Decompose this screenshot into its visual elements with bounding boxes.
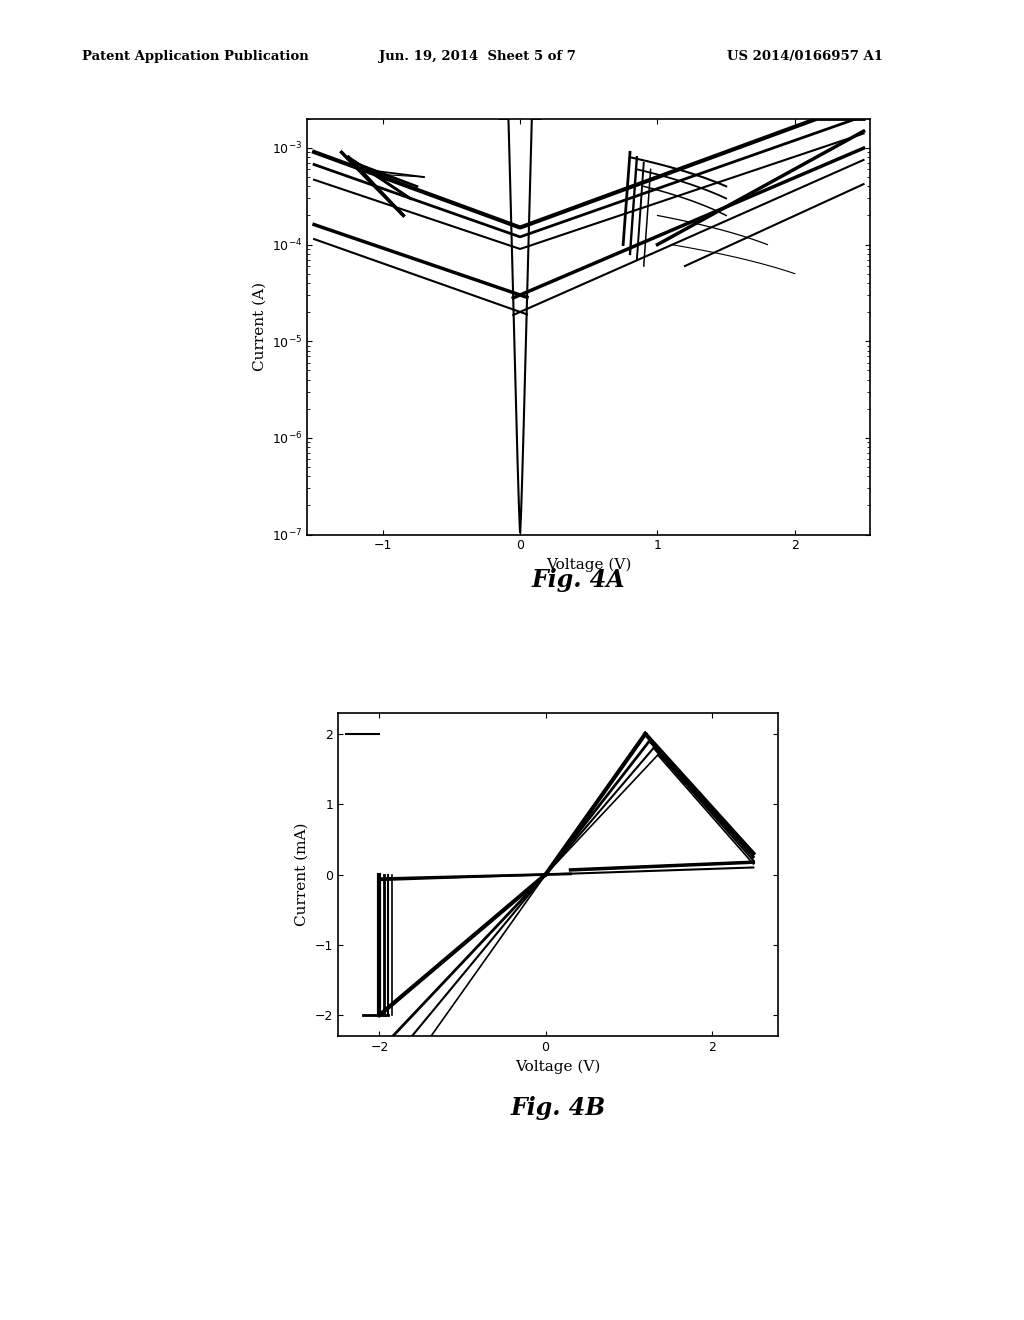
Text: Patent Application Publication: Patent Application Publication xyxy=(82,50,308,63)
X-axis label: Voltage (V): Voltage (V) xyxy=(546,558,632,573)
Text: Jun. 19, 2014  Sheet 5 of 7: Jun. 19, 2014 Sheet 5 of 7 xyxy=(379,50,575,63)
Text: US 2014/0166957 A1: US 2014/0166957 A1 xyxy=(727,50,883,63)
Y-axis label: Current (A): Current (A) xyxy=(253,282,266,371)
Y-axis label: Current (mA): Current (mA) xyxy=(295,822,309,927)
Text: Fig. 4A: Fig. 4A xyxy=(531,569,626,593)
X-axis label: Voltage (V): Voltage (V) xyxy=(515,1060,601,1074)
Text: Fig. 4B: Fig. 4B xyxy=(510,1097,606,1121)
